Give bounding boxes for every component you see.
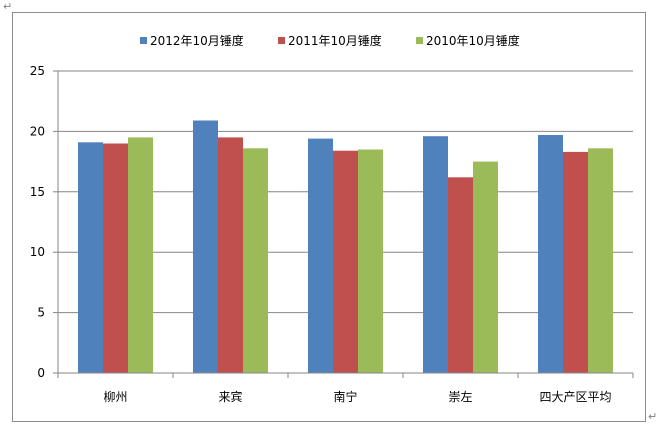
bar <box>333 150 358 373</box>
bar <box>193 120 218 373</box>
bar <box>588 148 613 373</box>
bar <box>218 137 243 373</box>
bar <box>423 136 448 373</box>
legend-swatch <box>278 37 285 44</box>
y-tick-label: 10 <box>30 245 45 259</box>
x-tick-label: 崇左 <box>448 389 472 404</box>
y-tick-label: 15 <box>30 185 45 199</box>
x-tick-label: 南宁 <box>333 389 357 404</box>
legend: 2012年10月锤度 2011年10月锤度 2010年10月锤度 <box>140 33 520 48</box>
legend-swatch <box>140 37 147 44</box>
return-mark-bottom: ↵ <box>648 410 658 423</box>
bar <box>563 151 588 373</box>
bar <box>128 137 153 373</box>
bar <box>358 149 383 373</box>
bar <box>78 142 103 373</box>
y-tick-label: 20 <box>30 124 45 138</box>
bar <box>103 143 128 373</box>
x-tick-label: 来宾 <box>218 389 242 404</box>
y-axis: 0 5 10 15 20 25 <box>30 64 59 380</box>
bar <box>473 161 498 373</box>
return-mark-top: ↵ <box>3 0 13 13</box>
x-tick-label: 四大产区平均 <box>539 390 611 404</box>
x-tick-label: 柳州 <box>103 390 127 404</box>
bar <box>243 148 268 373</box>
legend-label: 2012年10月锤度 <box>150 33 244 48</box>
legend-label: 2011年10月锤度 <box>288 33 382 48</box>
x-axis: 柳州 来宾 南宁 崇左 四大产区平均 <box>57 372 634 404</box>
bar <box>448 177 473 373</box>
y-tick-label: 25 <box>30 64 45 78</box>
y-tick-label: 5 <box>37 306 45 320</box>
bar <box>538 135 563 373</box>
bars <box>78 120 613 373</box>
legend-label: 2010年10月锤度 <box>426 33 520 48</box>
legend-swatch <box>416 37 423 44</box>
bar <box>308 138 333 373</box>
y-tick-label: 0 <box>37 366 45 380</box>
